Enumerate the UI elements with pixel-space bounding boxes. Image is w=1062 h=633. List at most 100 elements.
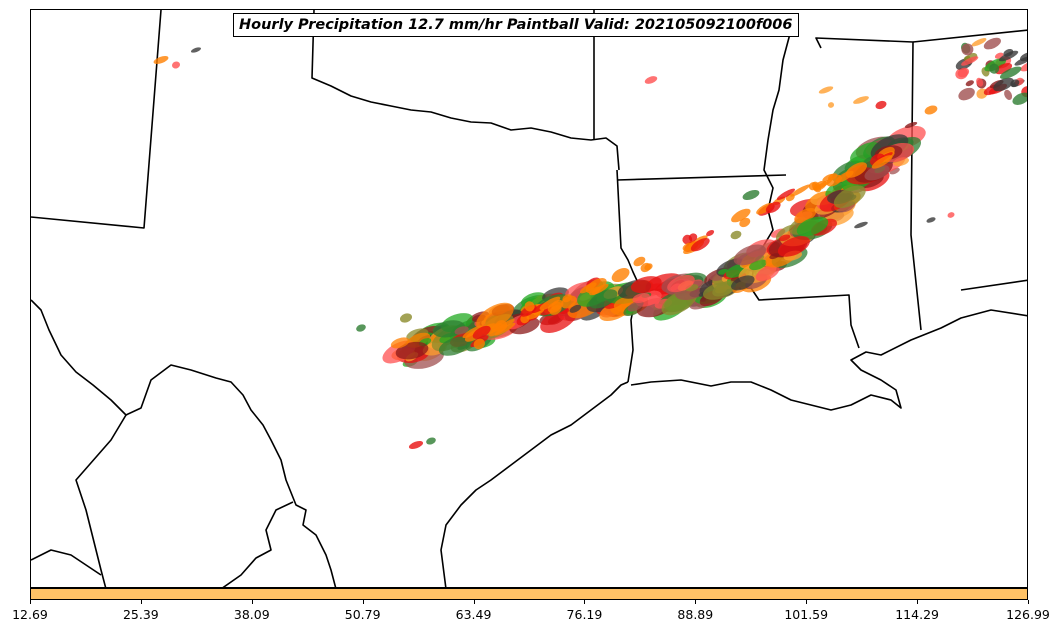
precip-blob xyxy=(853,96,869,104)
mexico-south xyxy=(31,549,102,576)
colorbar-tick xyxy=(473,600,475,604)
precip-blob xyxy=(1020,61,1027,72)
colorbar-tick-label: 114.29 xyxy=(895,607,939,622)
precip-blob xyxy=(569,304,582,313)
colorbar-tick xyxy=(140,600,142,604)
precip-blob xyxy=(712,280,737,297)
precip-blob xyxy=(190,47,202,53)
precip-blob xyxy=(627,300,644,312)
precip-blob xyxy=(706,230,715,237)
precip-blob xyxy=(778,234,791,242)
colorbar-tick xyxy=(806,600,808,604)
precip-blob xyxy=(562,294,573,303)
precip-blob xyxy=(983,37,1001,50)
precip-blob xyxy=(993,77,1014,92)
mexico-state-line xyxy=(222,501,294,587)
precip-blob xyxy=(1014,56,1027,66)
gulf-coastline xyxy=(630,309,1027,411)
precip-blob xyxy=(1012,92,1027,105)
precip-blob xyxy=(633,256,646,267)
precip-blob xyxy=(731,275,755,291)
colorbar-tick-label: 76.19 xyxy=(566,607,603,622)
precip-blob xyxy=(682,242,694,252)
precip-blob xyxy=(426,437,436,445)
precip-blob xyxy=(733,244,766,266)
colorbar-tick xyxy=(251,600,253,604)
precip-blob xyxy=(965,80,974,87)
colorbar-tick-label: 101.59 xyxy=(784,607,829,622)
precip-blob xyxy=(790,184,810,197)
precip-blob xyxy=(777,236,810,257)
colorbar xyxy=(30,588,1028,600)
al-ga-border xyxy=(960,279,1027,291)
ar-south-border xyxy=(616,174,787,181)
precip-blob xyxy=(632,293,650,303)
precip-blob xyxy=(688,233,698,242)
precip-blob xyxy=(926,217,936,223)
colorbar-tick-label: 12.69 xyxy=(12,607,48,622)
precip-blob xyxy=(499,319,515,329)
precip-blob xyxy=(611,267,630,283)
precip-blob xyxy=(822,173,834,182)
precip-blob xyxy=(989,63,1000,74)
precip-blob xyxy=(808,182,818,191)
precip-blob xyxy=(864,164,890,181)
oklahoma-border xyxy=(311,10,620,171)
precip-blob xyxy=(399,313,413,323)
precip-blob xyxy=(551,299,564,311)
colorbar-tick-label: 38.09 xyxy=(233,607,270,622)
precip-blob xyxy=(814,178,833,191)
precip-blob xyxy=(957,67,970,78)
precip-blob xyxy=(995,62,1013,75)
mexico-inner xyxy=(75,414,127,587)
precip-blob xyxy=(533,308,545,316)
precip-blob xyxy=(739,217,751,228)
precip-blob xyxy=(976,77,984,87)
colorbar-tick xyxy=(695,600,697,604)
colorbar-tick xyxy=(362,600,364,604)
precip-blob xyxy=(476,302,514,331)
colorbar-tick xyxy=(584,600,586,604)
precip-blob xyxy=(971,38,987,47)
precip-blob xyxy=(742,189,760,201)
precip-blob xyxy=(524,301,535,312)
precip-blob xyxy=(854,221,868,229)
precip-blob xyxy=(640,262,651,273)
precip-blob xyxy=(730,230,742,240)
precip-blob xyxy=(580,282,597,294)
colorbar-tick-label: 25.39 xyxy=(122,607,159,622)
precip-blob xyxy=(539,296,561,311)
precip-blob xyxy=(630,276,662,294)
precip-blob xyxy=(796,216,829,237)
map-canvas xyxy=(31,10,1027,587)
nm-border xyxy=(31,10,162,229)
precip-blob xyxy=(998,50,1019,62)
precip-blob xyxy=(904,122,918,128)
colorbar-tick-label: 63.49 xyxy=(455,607,492,622)
precip-blob xyxy=(958,87,975,101)
precip-blob xyxy=(667,274,695,293)
precip-blob xyxy=(589,289,618,309)
colorbar-tick-label: 126.99 xyxy=(1006,607,1050,622)
colorbar-tick xyxy=(1028,600,1029,604)
precip-blob xyxy=(472,325,491,339)
precip-blob xyxy=(999,66,1022,79)
precip-blob xyxy=(356,324,366,332)
map-title: Hourly Precipitation 12.7 mm/hr Paintbal… xyxy=(233,13,799,37)
precip-blob xyxy=(924,105,938,115)
precip-blob xyxy=(871,155,893,169)
precip-blob xyxy=(776,188,796,201)
precip-blob xyxy=(765,201,781,214)
precip-blob xyxy=(818,86,834,94)
precip-blob xyxy=(961,43,974,56)
colorbar-tick-label: 88.89 xyxy=(677,607,714,622)
precip-blob xyxy=(644,76,658,84)
precip-blob xyxy=(961,56,979,66)
tn-border xyxy=(912,29,1027,43)
colorbar-tick xyxy=(30,600,31,604)
precip-blob xyxy=(454,326,469,335)
precip-blob xyxy=(827,102,835,108)
map-panel xyxy=(30,9,1028,588)
colorbar-tick xyxy=(917,600,919,604)
precip-blob xyxy=(947,212,955,218)
